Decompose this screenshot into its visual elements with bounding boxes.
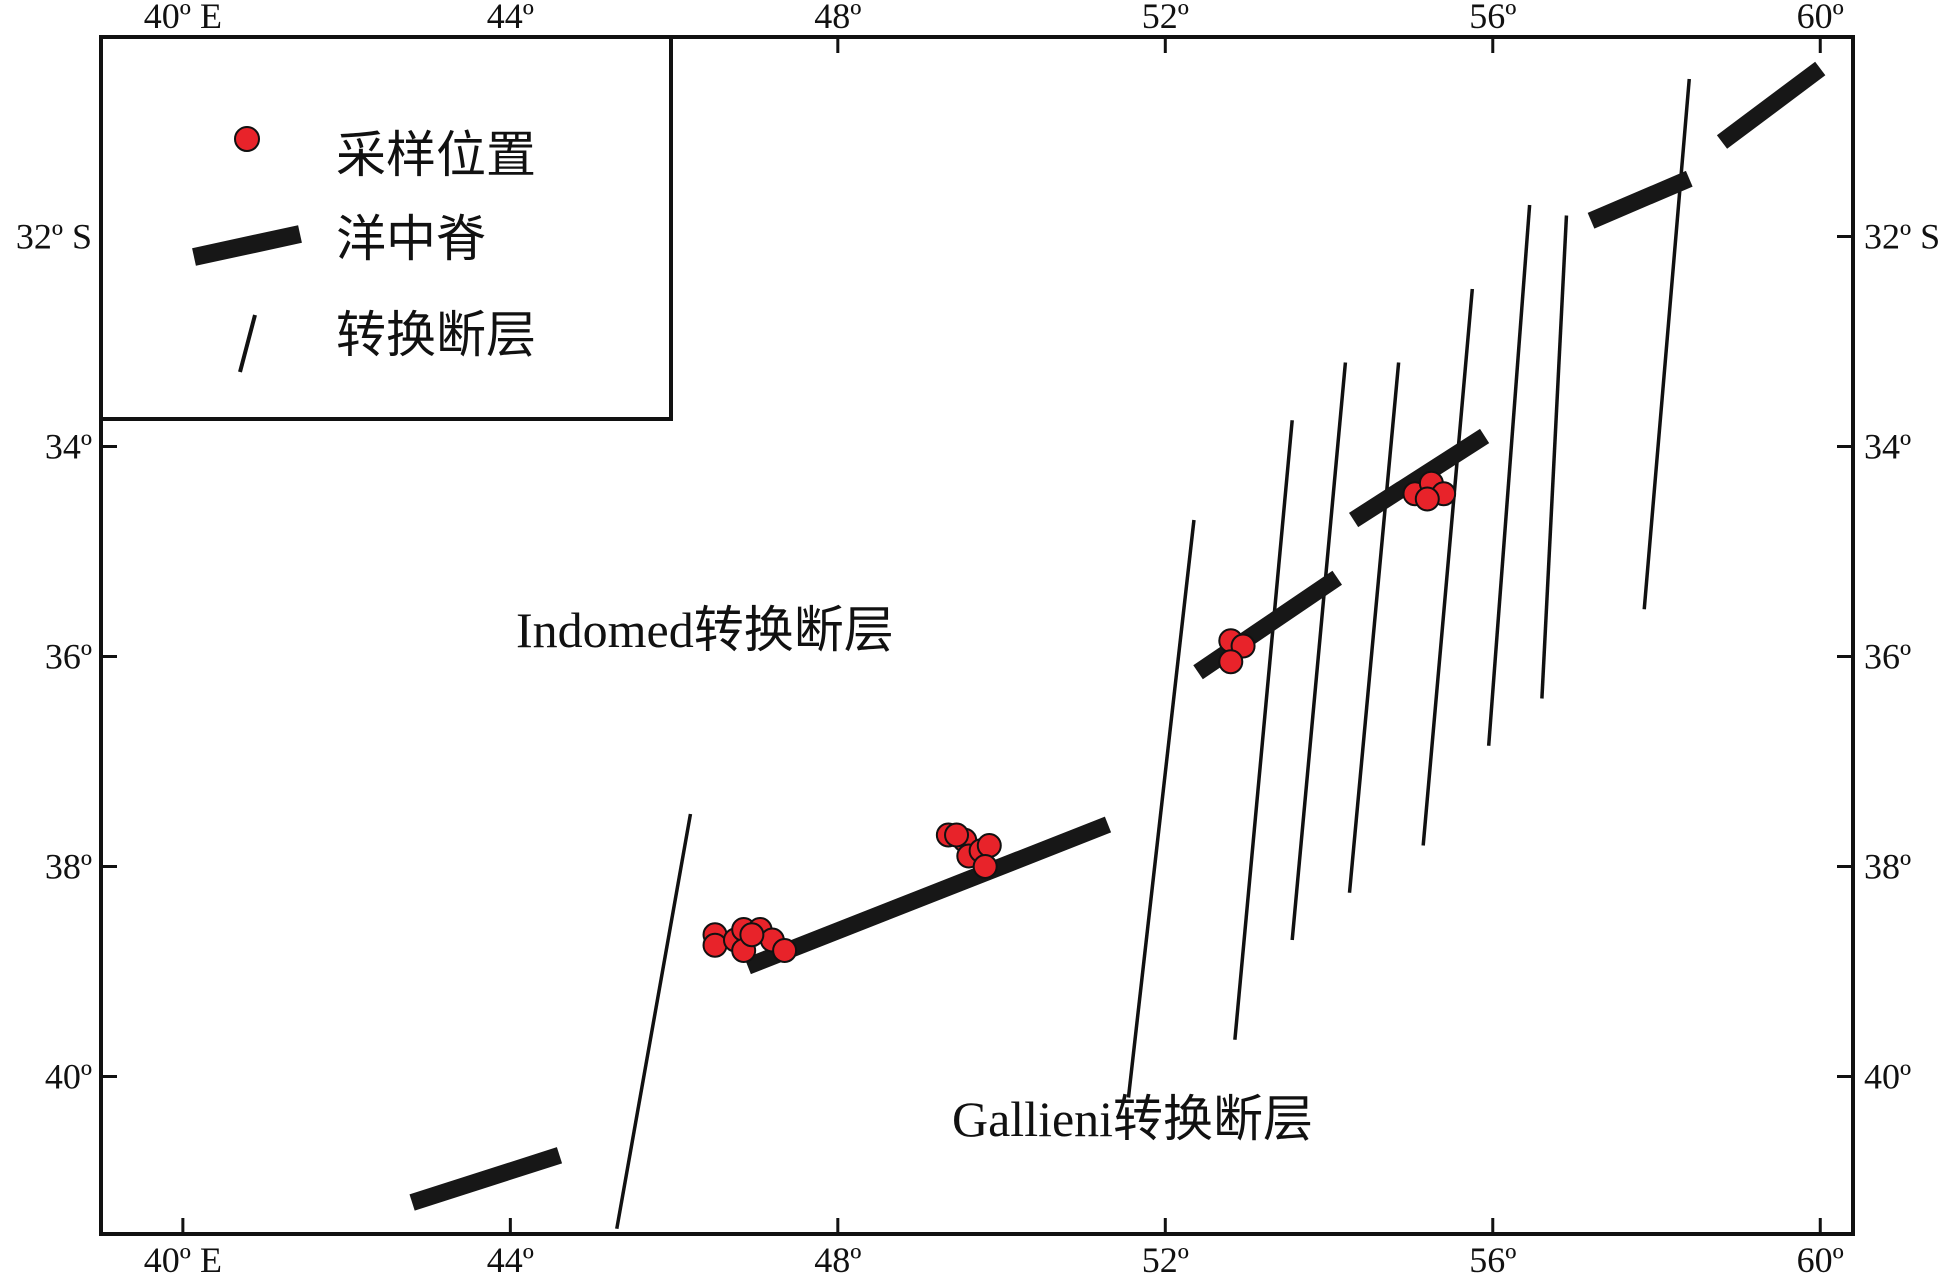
- transform-fault: [1486, 204, 1532, 746]
- lon-tick-label-bottom: 40º E: [144, 1240, 222, 1279]
- transform-fault: [1233, 420, 1294, 1040]
- indomed-fault-label: Indomed转换断层: [516, 602, 894, 658]
- ridge-segment: [744, 816, 1112, 975]
- lon-tick-label-top: 40º E: [144, 0, 222, 36]
- lon-tick-label-bottom: 48º: [814, 1240, 861, 1279]
- legend-label-fault: 转换断层: [336, 306, 536, 364]
- transform-fault: [615, 813, 693, 1230]
- sample-point: [1414, 486, 1440, 512]
- lon-tick-label-bottom: 52º: [1142, 1240, 1189, 1279]
- sample-locations: [702, 470, 1457, 963]
- legend-label-sample: 采样位置: [336, 126, 536, 184]
- legend: 采样位置 洋中脊 转换断层: [99, 35, 673, 421]
- legend-sample-icon: [234, 126, 260, 152]
- lat-tick-label-right: 38º: [1864, 847, 1911, 887]
- sample-point: [944, 822, 970, 848]
- lat-tick-label-left: 32º S: [16, 217, 92, 257]
- sample-point: [972, 854, 998, 879]
- ridge-segment: [1349, 428, 1490, 528]
- gallieni-fault-label: Gallieni转换断层: [952, 1091, 1313, 1147]
- sample-point: [772, 938, 798, 963]
- map-frame: [99, 35, 1855, 1236]
- lon-tick-label-top: 44º: [487, 0, 534, 36]
- ridge-segment: [409, 1147, 563, 1211]
- legend-fault-icon: [238, 314, 257, 373]
- lon-tick-label-bottom: 44º: [487, 1240, 534, 1279]
- lat-tick-label-right: 32º S: [1864, 217, 1940, 257]
- lon-tick-label-top: 52º: [1142, 0, 1189, 36]
- transform-fault: [1290, 362, 1348, 941]
- lat-tick-label-right: 40º: [1864, 1057, 1911, 1097]
- ridge-segment: [1587, 170, 1693, 229]
- lon-tick-label-top: 56º: [1469, 0, 1516, 36]
- lon-tick-label-top: 60º: [1797, 0, 1844, 36]
- lat-tick-label-right: 36º: [1864, 637, 1911, 677]
- sample-point: [739, 922, 765, 948]
- transform-fault: [1642, 78, 1692, 610]
- transform-faults: [615, 78, 1692, 1230]
- transform-fault: [1421, 288, 1475, 846]
- legend-label-ridge: 洋中脊: [336, 210, 486, 268]
- sample-point: [702, 932, 728, 958]
- lon-tick-label-top: 48º: [814, 0, 861, 36]
- legend-box: [99, 35, 673, 421]
- axis-ticks: 40º E 40º E 44º 44º 48º 48º 52º 52º 56º 56º 60º 60º…: [16, 0, 1940, 1279]
- transform-fault: [1347, 362, 1401, 893]
- sample-point: [976, 833, 1002, 858]
- lon-tick-label-bottom: 60º: [1797, 1240, 1844, 1279]
- lat-tick-label-left: 36º: [45, 637, 92, 677]
- lat-tick-label-left: 34º: [45, 427, 92, 467]
- sample-point: [1218, 649, 1244, 675]
- ridge-segment: [1716, 61, 1826, 149]
- legend-ridge-icon: [192, 225, 302, 266]
- lat-tick-label-left: 38º: [45, 847, 92, 887]
- lat-tick-label-right: 34º: [1864, 427, 1911, 467]
- transform-fault: [1540, 215, 1569, 699]
- lat-tick-label-left: 40º: [45, 1057, 92, 1097]
- lon-tick-label-bottom: 56º: [1469, 1240, 1516, 1279]
- transform-fault: [1126, 519, 1196, 1098]
